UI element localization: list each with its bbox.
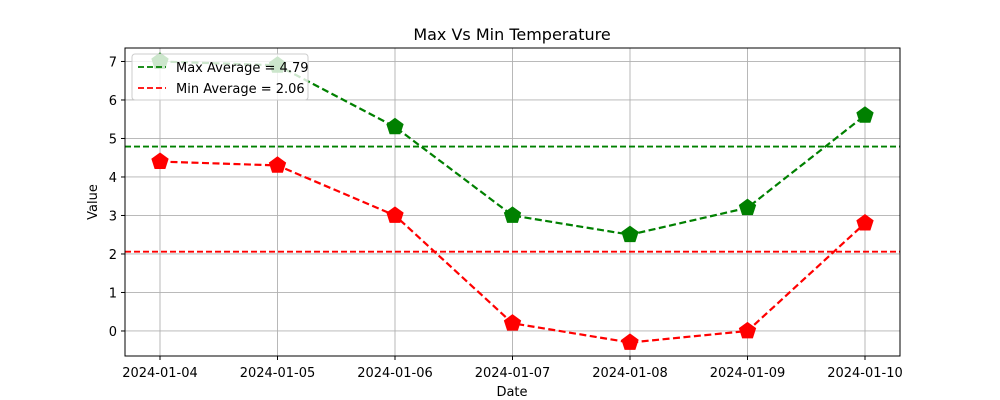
data-point-min (856, 214, 874, 231)
y-tick-label: 5 (109, 132, 117, 147)
data-point-max (856, 106, 874, 123)
data-point-max (738, 198, 757, 216)
legend-label: Min Average = 2.06 (176, 82, 305, 97)
y-tick-label: 7 (109, 55, 117, 70)
y-tick-label: 1 (109, 286, 117, 301)
y-tick-label: 6 (109, 94, 117, 109)
legend: Max Average = 4.79 Min Average = 2.06 (131, 53, 309, 101)
data-point-max (621, 225, 639, 243)
y-tick-label: 3 (109, 209, 117, 224)
x-tick-label: 2024-01-09 (710, 366, 786, 381)
data-point-min (151, 152, 169, 169)
x-tick-label: 2024-01-06 (357, 366, 433, 381)
x-tick-label: 2024-01-08 (592, 366, 668, 381)
x-axis: 2024-01-04 2024-01-05 2024-01-06 2024-01-07… (122, 356, 903, 381)
y-tick-label: 4 (109, 171, 117, 186)
legend-label: Max Average = 4.79 (176, 61, 309, 76)
data-point-min (503, 314, 522, 331)
y-tick-label: 0 (109, 325, 117, 340)
data-point-min (268, 156, 287, 173)
x-tick-label: 2024-01-10 (827, 366, 903, 381)
reference-lines (125, 145, 900, 253)
x-axis-title: Date (496, 385, 527, 400)
data-point-min (738, 321, 757, 339)
x-tick-label: 2024-01-05 (240, 366, 316, 381)
y-axis-title: Value (86, 184, 101, 220)
data-point-max (386, 117, 404, 135)
x-tick-label: 2024-01-07 (475, 366, 551, 381)
y-tick-label: 2 (109, 248, 117, 263)
data-point-max (503, 206, 522, 223)
data-point-min (386, 206, 404, 223)
y-axis: 0 1 2 3 4 5 6 7 (109, 55, 125, 340)
legend-box (131, 53, 309, 101)
chart-title: Max Vs Min Temperature (413, 25, 610, 44)
data-point-min (621, 333, 639, 350)
x-tick-label: 2024-01-04 (122, 366, 198, 381)
